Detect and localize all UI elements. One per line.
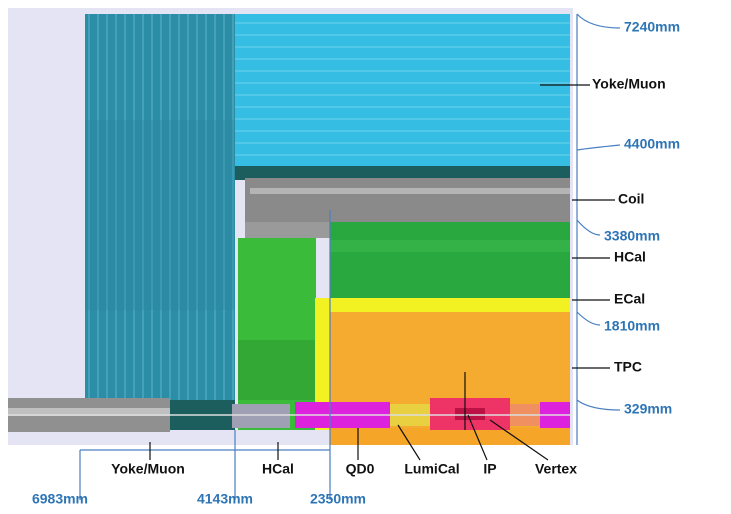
- label: QD0: [346, 461, 375, 477]
- label: IP: [483, 461, 496, 477]
- dimension: 6983mm: [32, 491, 88, 507]
- label: TPC: [614, 359, 642, 375]
- label: Yoke/Muon: [111, 461, 185, 477]
- bottom-dimensions: 6983mm 4143mm 2350mm: [32, 491, 366, 507]
- bottom-labels: Yoke/Muon HCal QD0 LumiCal IP Vertex: [111, 461, 577, 477]
- label: Yoke/Muon: [592, 76, 666, 92]
- label: ECal: [614, 291, 645, 307]
- dimension: 7240mm: [624, 19, 680, 35]
- label: HCal: [614, 249, 646, 265]
- right-labels: Yoke/Muon Coil HCal ECal TPC: [592, 76, 666, 375]
- label: Vertex: [535, 461, 577, 477]
- label: LumiCal: [404, 461, 459, 477]
- dimension: 4143mm: [197, 491, 253, 507]
- label: HCal: [262, 461, 294, 477]
- label: Coil: [618, 191, 644, 207]
- dimension-lines: [79, 13, 621, 500]
- right-dimensions: 7240mm 4400mm 3380mm 1810mm 329mm: [604, 19, 680, 417]
- detector-shapes: [8, 8, 573, 445]
- dimension: 2350mm: [310, 491, 366, 507]
- dimension: 3380mm: [604, 228, 660, 244]
- dimension: 329mm: [624, 401, 672, 417]
- dimension: 1810mm: [604, 318, 660, 334]
- dimension: 4400mm: [624, 136, 680, 152]
